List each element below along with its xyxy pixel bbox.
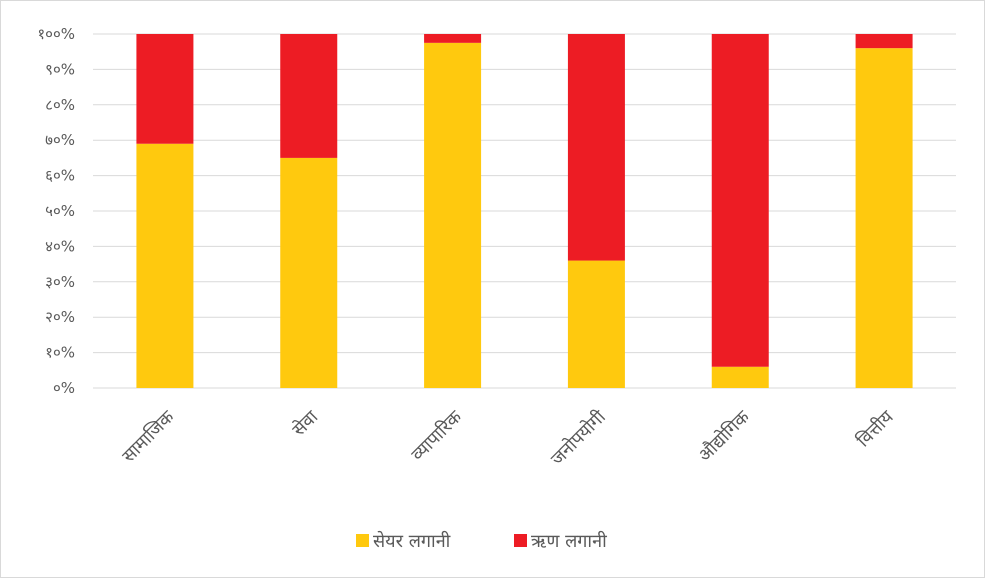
bar-share-investment	[567, 260, 625, 388]
bar-loan-investment	[711, 34, 769, 367]
x-category-label: औद्योगिक	[694, 405, 755, 466]
y-tick-label: ३०%	[45, 273, 75, 291]
y-axis-tick-labels: ०% १०% २०% ३०% ४०% ५०% ६०% ७०% ८०% ९०% १००%	[37, 25, 75, 397]
bar-share-investment	[136, 143, 194, 388]
legend-item-loan-investment: ऋण लगानी	[531, 530, 607, 552]
x-axis-category-labels: सामाजिक सेवा व्यापारिक जनोपयोगी औद्योगिक वित्…	[118, 405, 898, 470]
x-category-label: जनोपयोगी	[546, 406, 610, 470]
x-category-label: वित्तीय	[852, 406, 898, 452]
bar-loan-investment	[136, 34, 194, 144]
y-tick-label: ५०%	[45, 202, 75, 220]
bar-share-investment	[280, 157, 338, 388]
y-tick-label: १००%	[37, 25, 75, 43]
x-category-label: सेवा	[288, 406, 323, 441]
bar-share-investment	[855, 48, 913, 388]
y-tick-label: ६०%	[45, 167, 75, 185]
y-tick-label: १०%	[45, 344, 75, 362]
bar-share-investment	[711, 366, 769, 388]
bar-loan-investment	[424, 34, 482, 43]
y-tick-label: ०%	[53, 379, 75, 397]
bar-share-investment	[424, 42, 482, 388]
legend: सेयर लगानी ऋण लगानी	[356, 530, 607, 552]
x-category-label: व्यापारिक	[407, 405, 467, 465]
bar-loan-investment	[855, 34, 913, 49]
y-tick-label: ४०%	[45, 237, 75, 255]
y-tick-label: ८०%	[45, 96, 75, 114]
bar-loan-investment	[567, 34, 625, 261]
gridlines	[93, 33, 956, 389]
y-tick-label: ९०%	[45, 60, 75, 78]
y-tick-label: ७०%	[45, 131, 75, 149]
y-tick-label: २०%	[45, 308, 75, 326]
bar-loan-investment	[280, 34, 338, 158]
legend-swatch	[356, 534, 369, 547]
legend-swatch	[514, 534, 527, 547]
x-category-label: सामाजिक	[118, 405, 180, 467]
legend-item-share-investment: सेयर लगानी	[373, 530, 451, 552]
bars	[136, 34, 913, 388]
